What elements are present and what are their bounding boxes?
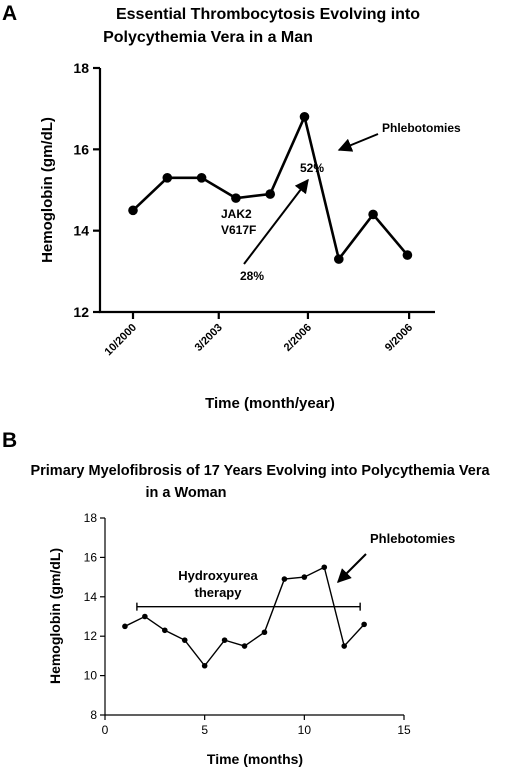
panel-b-y-tick-label: 16: [84, 550, 98, 564]
panel-b-y-tick-label: 10: [84, 669, 98, 683]
panel-b-x-tick-label: 10: [298, 723, 312, 737]
panel-b: B Primary Myelofibrosis of 17 Years Evol…: [2, 429, 490, 767]
panel-b-annotation-hydroxyurea: Hydroxyurea: [178, 568, 258, 583]
panel-a-annotation-52-percent: 52%: [300, 161, 324, 175]
panel-a-data-point: [368, 209, 378, 220]
panel-a-data-point: [196, 173, 207, 183]
panel-b-y-axis-label: Hemoglobin (gm/dL): [47, 548, 63, 684]
panel-b-phlebotomies-arrow: [337, 553, 367, 583]
panel-b-annotation-phlebotomies: Phlebotomies: [370, 531, 455, 546]
panel-b-axes: [104, 518, 404, 716]
panel-b-y-tick-label: 14: [84, 590, 98, 604]
panel-a-y-tick-label: 14: [73, 223, 89, 239]
panel-b-x-axis-label: Time (months): [207, 751, 303, 767]
panel-a: A Essential Thrombocytosis Evolving into…: [2, 2, 461, 412]
panel-b-annotation-therapy: therapy: [195, 585, 243, 600]
panel-b-x-tick-label: 5: [201, 723, 208, 737]
panel-a-title-line2: Polycythemia Vera in a Man: [103, 29, 313, 46]
panel-a-data-point: [162, 173, 173, 183]
panel-a-x-tick-label: 2/2006: [282, 322, 314, 354]
panel-a-data-point: [299, 112, 310, 122]
panel-a-jak2-arrow: [243, 178, 309, 265]
panel-a-phlebotomies-arrow: [337, 133, 379, 152]
panel-a-y-tick-label: 18: [73, 60, 89, 76]
panel-a-x-tick-label: 3/2003: [193, 322, 225, 354]
panel-b-series: [122, 564, 367, 669]
panel-b-title-line1: Primary Myelofibrosis of 17 Years Evolvi…: [30, 463, 490, 479]
panel-b-data-point: [162, 627, 168, 634]
panel-b-data-point: [361, 621, 367, 628]
panel-b-data-point: [241, 643, 248, 649]
panel-b-x-ticks: 0 5 10 15: [102, 715, 411, 737]
panel-b-y-ticks: 8 10 12 14 16 18: [84, 511, 105, 722]
panel-b-y-tick-label: 8: [90, 708, 97, 722]
panel-a-x-tick-label: 9/2006: [383, 322, 415, 354]
panel-a-y-axis-label: Hemoglobin (gm/dL): [39, 117, 56, 263]
panel-b-data-point: [341, 643, 348, 649]
panel-b-data-point: [201, 662, 208, 669]
panel-a-title-line1: Essential Thrombocytosis Evolving into: [116, 6, 420, 23]
panel-b-data-point: [221, 637, 228, 643]
panel-a-data-point: [265, 189, 276, 199]
panel-b-y-tick-label: 12: [84, 629, 98, 643]
panel-b-data-point: [281, 576, 288, 582]
panel-a-x-axis-label: Time (month/year): [205, 395, 335, 412]
panel-a-data-point: [402, 250, 413, 260]
panel-a-y-tick-label: 16: [73, 141, 89, 157]
panel-a-x-ticks: 10/2000 3/2003 2/2006 9/2006: [103, 312, 415, 359]
panel-a-y-ticks: 12 14 16 18: [73, 60, 100, 320]
panel-a-x-tick-label: 10/2000: [103, 322, 140, 359]
panel-a-annotation-v617f: V617F: [221, 223, 256, 237]
panel-a-data-point: [128, 205, 138, 216]
panel-a-y-tick-label: 12: [73, 304, 89, 320]
panel-a-data-point: [231, 193, 241, 203]
panel-b-x-tick-label: 0: [102, 723, 109, 737]
panel-a-annotation-phlebotomies: Phlebotomies: [382, 121, 461, 135]
panel-a-annotation-28-percent: 28%: [240, 269, 264, 283]
panel-b-letter: B: [2, 429, 17, 452]
panel-b-data-point: [261, 629, 268, 636]
panel-b-data-point: [301, 574, 308, 580]
panel-b-therapy-interval: [136, 602, 361, 611]
panel-b-x-tick-label: 15: [397, 723, 411, 737]
panel-b-data-point: [142, 613, 148, 620]
panel-b-title-line2: in a Woman: [145, 485, 226, 501]
panel-b-data-point: [321, 564, 328, 571]
panel-b-data-point: [122, 623, 128, 630]
panel-b-y-tick-label: 18: [84, 511, 98, 525]
panel-b-data-point: [181, 637, 188, 643]
panel-a-letter: A: [2, 2, 17, 25]
panel-a-axes: [98, 68, 435, 314]
panel-a-annotation-jak2: JAK2: [221, 207, 252, 221]
panel-a-data-point: [334, 254, 344, 264]
panel-a-series: [128, 112, 413, 264]
